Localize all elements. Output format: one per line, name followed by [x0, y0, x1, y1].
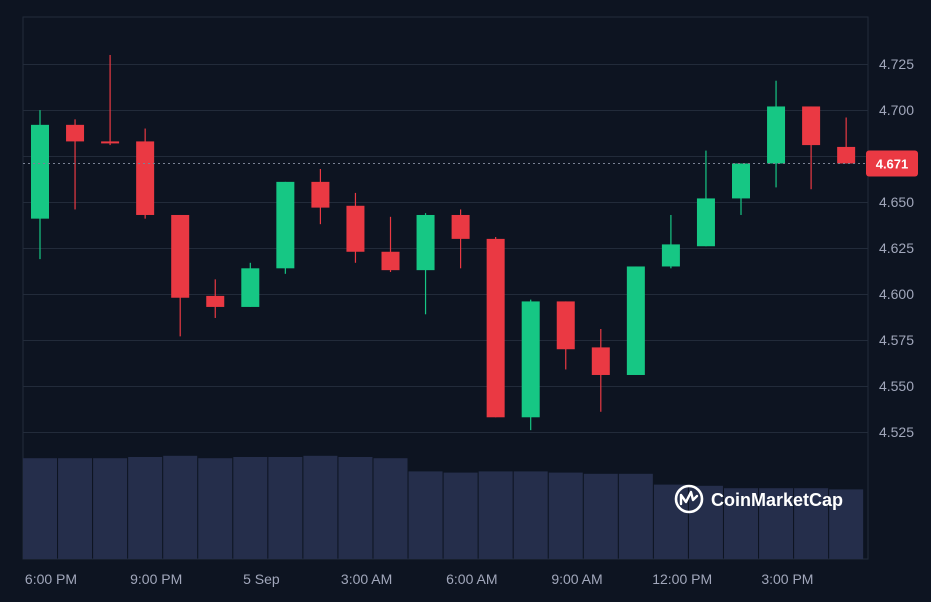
- y-tick-label: 4.625: [879, 240, 914, 256]
- candle-body: [696, 198, 715, 247]
- volume-bar: [163, 455, 198, 559]
- y-tick-label: 4.650: [879, 194, 914, 210]
- candle-body: [136, 141, 155, 215]
- candle: [837, 117, 856, 164]
- candle: [696, 150, 715, 247]
- candle: [661, 214, 680, 269]
- candle: [241, 262, 260, 307]
- y-tick-label: 4.550: [879, 378, 914, 394]
- candle-body: [556, 301, 575, 350]
- volume-bar: [128, 457, 163, 559]
- volume-bar: [373, 458, 408, 559]
- candle: [136, 128, 155, 219]
- volume-bar: [23, 458, 57, 559]
- candle-body: [241, 268, 260, 307]
- volume-bar: [443, 472, 478, 559]
- candle: [101, 54, 120, 146]
- volume-bar: [513, 471, 548, 559]
- candle-body: [802, 106, 821, 146]
- candle: [521, 299, 540, 431]
- candle: [591, 329, 610, 412]
- candle-body: [661, 244, 680, 267]
- x-tick-label: 6:00 PM: [25, 571, 77, 587]
- coinmarketcap-logo-icon: [674, 484, 704, 514]
- volume-layer: [23, 455, 864, 559]
- y-tick-label: 4.600: [879, 286, 914, 302]
- volume-bar: [759, 488, 794, 559]
- candle-body: [767, 106, 786, 164]
- candle: [732, 163, 750, 215]
- volume-bar: [268, 457, 303, 559]
- candle-body: [346, 205, 365, 252]
- candle-body: [206, 295, 225, 307]
- candle-layer: [31, 54, 856, 431]
- y-tick-label: 4.725: [879, 56, 914, 72]
- candle: [802, 106, 821, 190]
- candle: [311, 168, 330, 225]
- candle: [486, 237, 505, 418]
- x-tick-label: 12:00 PM: [652, 571, 712, 587]
- x-tick-label: 3:00 PM: [761, 571, 813, 587]
- candle: [206, 279, 225, 318]
- y-tick-label: 4.525: [879, 424, 914, 440]
- x-tick-label: 9:00 PM: [130, 571, 182, 587]
- candle-body: [416, 214, 435, 271]
- volume-bar: [408, 471, 443, 559]
- candle-body: [451, 214, 470, 239]
- watermark-text: CoinMarketCap: [711, 490, 843, 510]
- x-tick-label: 6:00 AM: [446, 571, 497, 587]
- x-tick-label: 9:00 AM: [551, 571, 602, 587]
- candle-body: [626, 266, 645, 375]
- candle: [346, 192, 365, 263]
- candle-body: [66, 124, 85, 142]
- volume-bar: [198, 458, 233, 559]
- candle-body: [486, 238, 505, 418]
- volume-bar: [548, 472, 583, 559]
- candle: [556, 301, 575, 370]
- volume-bar: [794, 488, 829, 559]
- candle-body: [31, 124, 49, 219]
- candle: [381, 216, 400, 272]
- volume-bar: [338, 457, 373, 559]
- volume-bar: [303, 455, 338, 559]
- candle-body: [101, 141, 120, 144]
- volume-bar: [583, 473, 618, 559]
- x-tick-label: 3:00 AM: [341, 571, 392, 587]
- y-tick-label: 4.700: [879, 102, 914, 118]
- coinmarketcap-watermark: CoinMarketCap: [674, 484, 843, 514]
- candle-body: [171, 214, 190, 298]
- candle-body: [837, 146, 856, 164]
- candle: [416, 213, 435, 315]
- candle: [767, 80, 786, 188]
- current-price-label: 4.671: [23, 150, 918, 177]
- candle: [31, 110, 49, 260]
- axis-layer: 4.525 4.550 4.575 4.600 4.625 4.650 4.700 4.725…: [25, 56, 914, 587]
- volume-bar: [724, 488, 758, 559]
- candle: [66, 119, 85, 210]
- volume-bar: [829, 489, 864, 559]
- x-tick-label: 5 Sep: [243, 571, 280, 587]
- y-tick-label: 4.575: [879, 332, 914, 348]
- candle: [626, 266, 645, 375]
- candle-body: [311, 181, 330, 208]
- current-price-badge: [866, 150, 918, 177]
- volume-bar: [93, 458, 128, 559]
- candle-body: [381, 251, 400, 271]
- current-price-value: 4.671: [876, 156, 909, 171]
- candle-body: [732, 163, 750, 199]
- volume-bar: [478, 471, 513, 559]
- volume-bar: [618, 473, 653, 559]
- candle-body: [591, 347, 610, 375]
- candle-body: [521, 301, 540, 418]
- candle: [276, 181, 295, 274]
- candle: [451, 209, 470, 269]
- volume-bar: [58, 458, 93, 559]
- candle-body: [276, 181, 295, 269]
- candle: [171, 214, 190, 337]
- volume-bar: [233, 457, 268, 559]
